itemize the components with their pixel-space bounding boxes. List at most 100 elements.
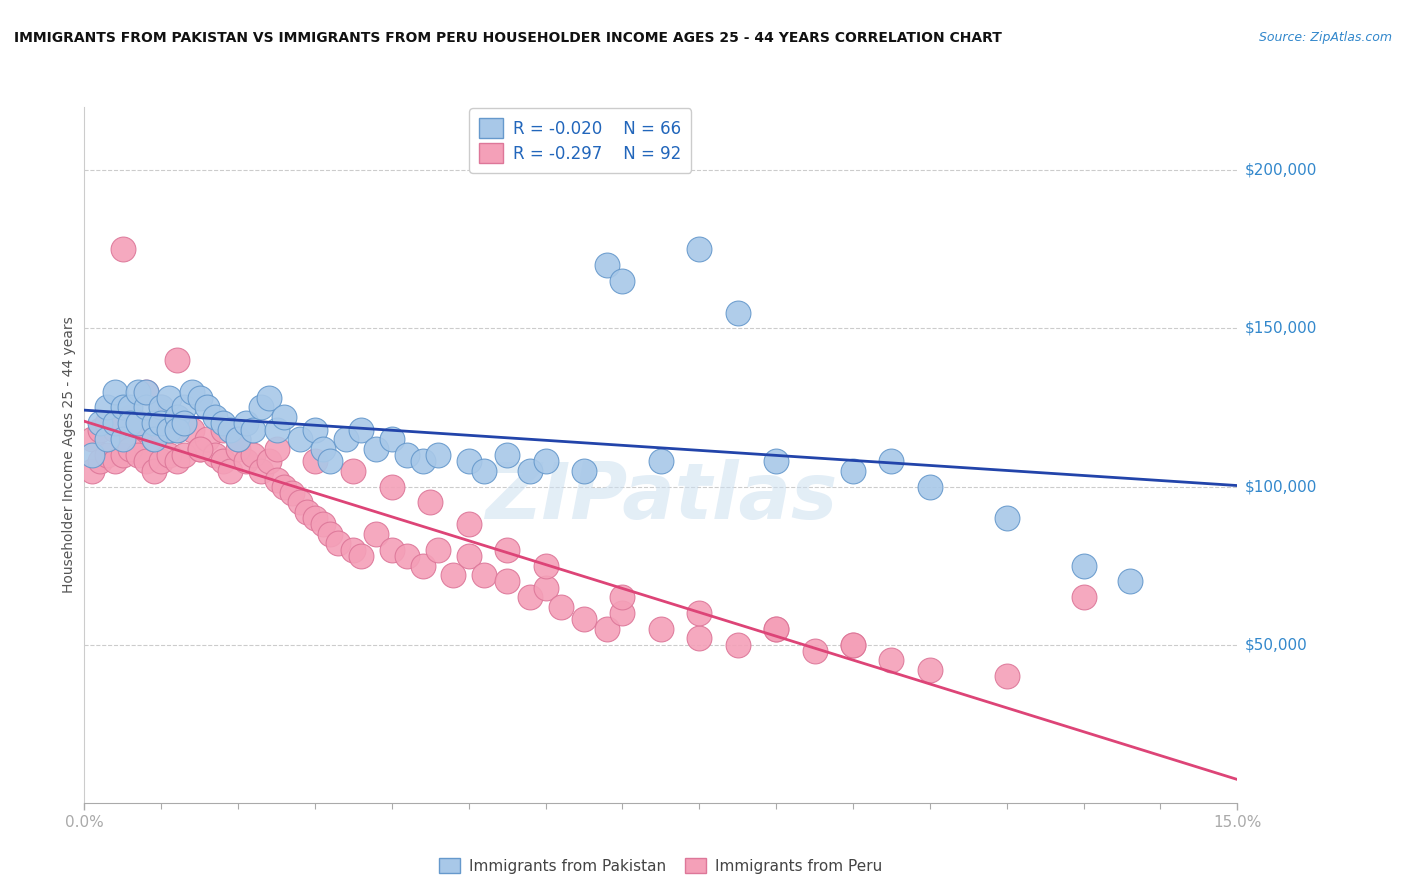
Point (765, 622, 787, 636)
Point (211, 454, 233, 468)
Point (266, 423, 288, 437)
Point (319, 454, 342, 468)
Point (995, 511, 1018, 525)
Point (342, 542, 364, 557)
Point (596, 622, 619, 636)
Point (612, 274, 634, 288)
Point (111, 448, 134, 462)
Point (1073, 558, 1095, 573)
Point (572, 612, 595, 626)
Point (273, 479, 295, 493)
Point (195, 432, 218, 446)
Point (412, 454, 434, 468)
Point (166, 423, 188, 437)
Point (181, 384, 204, 399)
Point (366, 527, 388, 541)
Point (89, 417, 111, 431)
Point (612, 591, 634, 605)
Point (250, 401, 273, 415)
Point (572, 464, 595, 478)
Point (120, 417, 142, 431)
Point (80, 464, 103, 478)
Legend: R = -0.020    N = 66, R = -0.297    N = 92: R = -0.020 N = 66, R = -0.297 N = 92 (470, 109, 690, 173)
Text: $150,000: $150,000 (1244, 321, 1316, 336)
Point (120, 401, 142, 415)
Point (135, 401, 157, 415)
Point (918, 479, 941, 493)
Point (257, 391, 280, 405)
Point (727, 305, 749, 319)
Point (519, 591, 541, 605)
Point (426, 542, 449, 557)
Point (188, 442, 211, 456)
Point (89, 454, 111, 468)
Point (104, 454, 127, 468)
Point (842, 638, 865, 652)
Point (534, 454, 557, 468)
Point (127, 417, 149, 431)
Point (342, 464, 364, 478)
Point (457, 517, 479, 532)
Point (157, 448, 180, 462)
Point (457, 549, 479, 563)
Point (496, 448, 519, 462)
Point (89, 423, 111, 437)
Point (326, 536, 349, 550)
Point (596, 258, 619, 272)
Point (242, 423, 264, 437)
Point (142, 432, 165, 446)
Point (803, 644, 825, 658)
Point (288, 432, 311, 446)
Point (226, 432, 249, 446)
Y-axis label: Householder Income Ages 25 - 44 years: Householder Income Ages 25 - 44 years (62, 317, 76, 593)
Point (304, 423, 326, 437)
Point (319, 527, 342, 541)
Point (350, 549, 373, 563)
Point (366, 442, 388, 456)
Point (104, 423, 127, 437)
Point (995, 669, 1018, 683)
Point (472, 568, 495, 582)
Point (311, 517, 333, 532)
Point (250, 464, 273, 478)
Point (96, 432, 118, 446)
Point (257, 454, 280, 468)
Point (880, 653, 903, 667)
Point (219, 423, 242, 437)
Point (219, 464, 242, 478)
Text: $100,000: $100,000 (1244, 479, 1316, 494)
Point (111, 417, 134, 431)
Point (150, 401, 173, 415)
Text: $50,000: $50,000 (1244, 637, 1308, 652)
Point (150, 417, 173, 431)
Point (173, 401, 195, 415)
Point (157, 423, 180, 437)
Point (104, 384, 127, 399)
Point (226, 432, 249, 446)
Point (173, 417, 195, 431)
Point (135, 384, 157, 399)
Point (226, 442, 249, 456)
Point (441, 568, 464, 582)
Point (127, 417, 149, 431)
Point (166, 409, 188, 424)
Point (281, 486, 304, 500)
Point (381, 542, 404, 557)
Point (188, 442, 211, 456)
Point (181, 423, 204, 437)
Point (96, 448, 118, 462)
Point (842, 638, 865, 652)
Point (412, 558, 434, 573)
Point (311, 442, 333, 456)
Point (534, 558, 557, 573)
Point (111, 243, 134, 257)
Point (157, 391, 180, 405)
Point (273, 409, 295, 424)
Point (426, 448, 449, 462)
Point (80, 448, 103, 462)
Text: ZIPatlas: ZIPatlas (485, 458, 837, 534)
Point (266, 442, 288, 456)
Point (166, 454, 188, 468)
Point (166, 353, 188, 368)
Point (765, 454, 787, 468)
